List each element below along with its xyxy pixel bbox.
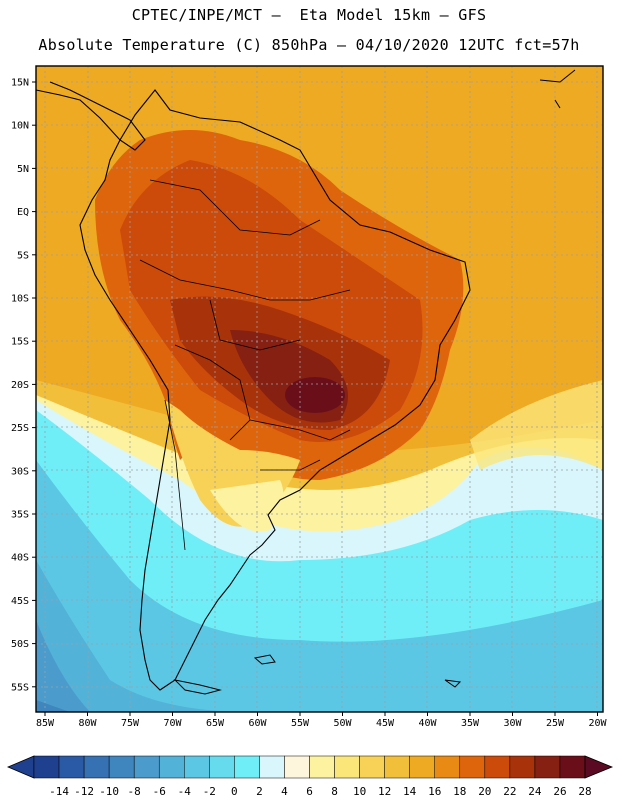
country-borders <box>139 179 351 551</box>
colorbar-swatch <box>309 755 335 779</box>
colorbar-swatch <box>33 755 60 779</box>
lat-label-15S: 15S <box>11 337 29 348</box>
lat-label-45S: 45S <box>11 596 29 607</box>
lat-label-55S: 55S <box>11 682 29 693</box>
colorbar-label: 12 <box>378 785 391 798</box>
colorbar-swatch <box>209 755 235 779</box>
lon-label-75W: 75W <box>121 718 140 729</box>
lat-label-40S: 40S <box>11 553 29 564</box>
colorbar-label: 14 <box>403 785 417 798</box>
colorbar-swatch <box>284 755 310 779</box>
colorbar-label: 6 <box>306 785 313 798</box>
lat-label-10N: 10N <box>11 121 29 132</box>
colorbar-label: 2 <box>256 785 263 798</box>
lat-label-35S: 35S <box>11 510 29 521</box>
longitude-labels: 85W 80W 75W 70W 65W 60W 55W 50W 45W 40W 35W 30W 25W 2… <box>36 712 608 729</box>
lat-label-10S: 10S <box>11 294 29 305</box>
lat-label-EQ: EQ <box>17 207 29 218</box>
colorbar-label: 0 <box>231 785 238 798</box>
colorbar <box>6 755 614 779</box>
colorbar-swatch <box>133 755 160 779</box>
colorbar-under-arrow <box>6 755 35 779</box>
lat-label-20S: 20S <box>11 380 29 391</box>
colorbar-swatch <box>334 755 360 779</box>
colorbar-label: 20 <box>478 785 491 798</box>
colorbar-swatch <box>509 755 536 779</box>
colorbar-label: 24 <box>528 785 542 798</box>
colorbar-swatch <box>184 755 210 779</box>
colorbar-label: 18 <box>453 785 466 798</box>
lon-label-45W: 45W <box>376 718 395 729</box>
lon-label-30W: 30W <box>503 718 522 729</box>
colorbar-label: -10 <box>99 785 119 798</box>
lat-label-30S: 30S <box>11 466 29 477</box>
colorbar-swatch <box>409 755 435 779</box>
colorbar-swatch <box>234 755 260 779</box>
lat-label-15N: 15N <box>11 78 29 89</box>
latitude-labels: 15N 10N 5N EQ 5S 10S 15S 20S 25S 30S 35S 40S 45S 50S 5… <box>11 78 36 693</box>
lon-label-35W: 35W <box>461 718 480 729</box>
lon-label-20W: 20W <box>588 718 607 729</box>
lon-label-55W: 55W <box>291 718 310 729</box>
lon-label-85W: 85W <box>36 718 55 729</box>
colorbar-swatch <box>534 755 561 779</box>
map-title-line-1: CPTEC/INPE/MCT — Eta Model 15km — GFS <box>131 6 487 24</box>
colorbar-swatch <box>434 755 461 779</box>
map-frame <box>35 65 604 713</box>
colorbar-swatch <box>259 755 285 779</box>
lon-label-25W: 25W <box>546 718 565 729</box>
colorbar-swatch <box>158 755 185 779</box>
colorbar-over-arrow <box>584 755 614 779</box>
lat-label-25S: 25S <box>11 423 29 434</box>
colorbar-label: -8 <box>128 785 141 798</box>
colorbar-swatch <box>484 755 511 779</box>
colorbar-swatch <box>108 755 135 779</box>
lon-label-50W: 50W <box>333 718 352 729</box>
colorbar-swatch <box>559 755 586 779</box>
central-america-coastline <box>36 81 146 151</box>
lon-label-40W: 40W <box>418 718 437 729</box>
colorbar-label: -12 <box>74 785 94 798</box>
colorbar-swatch <box>83 755 110 779</box>
colorbar-label: 10 <box>353 785 366 798</box>
south-america-coastline <box>79 89 471 691</box>
lat-label-5N: 5N <box>17 164 29 175</box>
colorbar-swatch <box>359 755 385 779</box>
colorbar-swatch <box>459 755 486 779</box>
lon-label-80W: 80W <box>78 718 97 729</box>
lon-label-65W: 65W <box>206 718 225 729</box>
colorbar-label: 16 <box>428 785 441 798</box>
colorbar-label: -14 <box>49 785 69 798</box>
colorbar-swatch <box>384 755 410 779</box>
colorbar-label: 8 <box>331 785 338 798</box>
map-title-line-2: Absolute Temperature (C) 850hPa — 04/10/… <box>38 36 580 54</box>
colorbar-label: 28 <box>578 785 591 798</box>
colorbar-swatch <box>58 755 85 779</box>
colorbar-labels: -14 -12 -10 -8 -6 -4 -2 0 2 4 6 8 10 12 14 16 18 20 22 24 26… <box>49 785 592 798</box>
lon-label-70W: 70W <box>163 718 182 729</box>
colorbar-label: -2 <box>203 785 216 798</box>
colorbar-label: -4 <box>178 785 192 798</box>
colorbar-label: -6 <box>153 785 166 798</box>
lon-label-60W: 60W <box>248 718 267 729</box>
colorbar-label: 4 <box>281 785 288 798</box>
lat-label-50S: 50S <box>11 639 29 650</box>
lat-label-5S: 5S <box>17 250 29 261</box>
colorbar-label: 26 <box>553 785 566 798</box>
temperature-field <box>36 66 603 712</box>
colorbar-label: 22 <box>503 785 516 798</box>
